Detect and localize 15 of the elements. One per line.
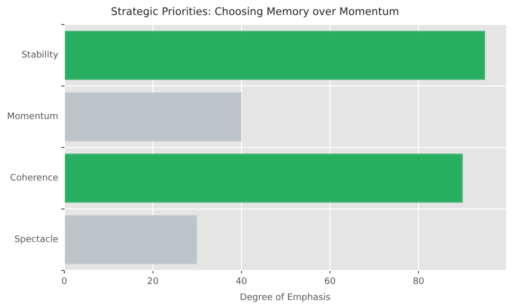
- y-tick-label: Momentum: [7, 112, 58, 122]
- x-tick-label: 40: [236, 277, 248, 288]
- x-tick-label: 80: [412, 277, 425, 288]
- bar: [64, 92, 242, 142]
- x-tick-label: 20: [147, 277, 159, 288]
- y-tick-label: Stability: [21, 50, 59, 61]
- y-tick-label: Coherence: [10, 174, 59, 184]
- chart-title: Strategic Priorities: Choosing Memory over Momentum: [110, 6, 400, 18]
- bar: [64, 215, 198, 264]
- x-axis-title: Degree of Emphasis: [240, 292, 331, 303]
- x-tick-label: 0: [61, 277, 68, 288]
- bar: [64, 154, 463, 203]
- bar: [64, 30, 485, 80]
- y-tick-label: Spectacle: [14, 235, 59, 246]
- x-tick-label: 60: [324, 277, 336, 288]
